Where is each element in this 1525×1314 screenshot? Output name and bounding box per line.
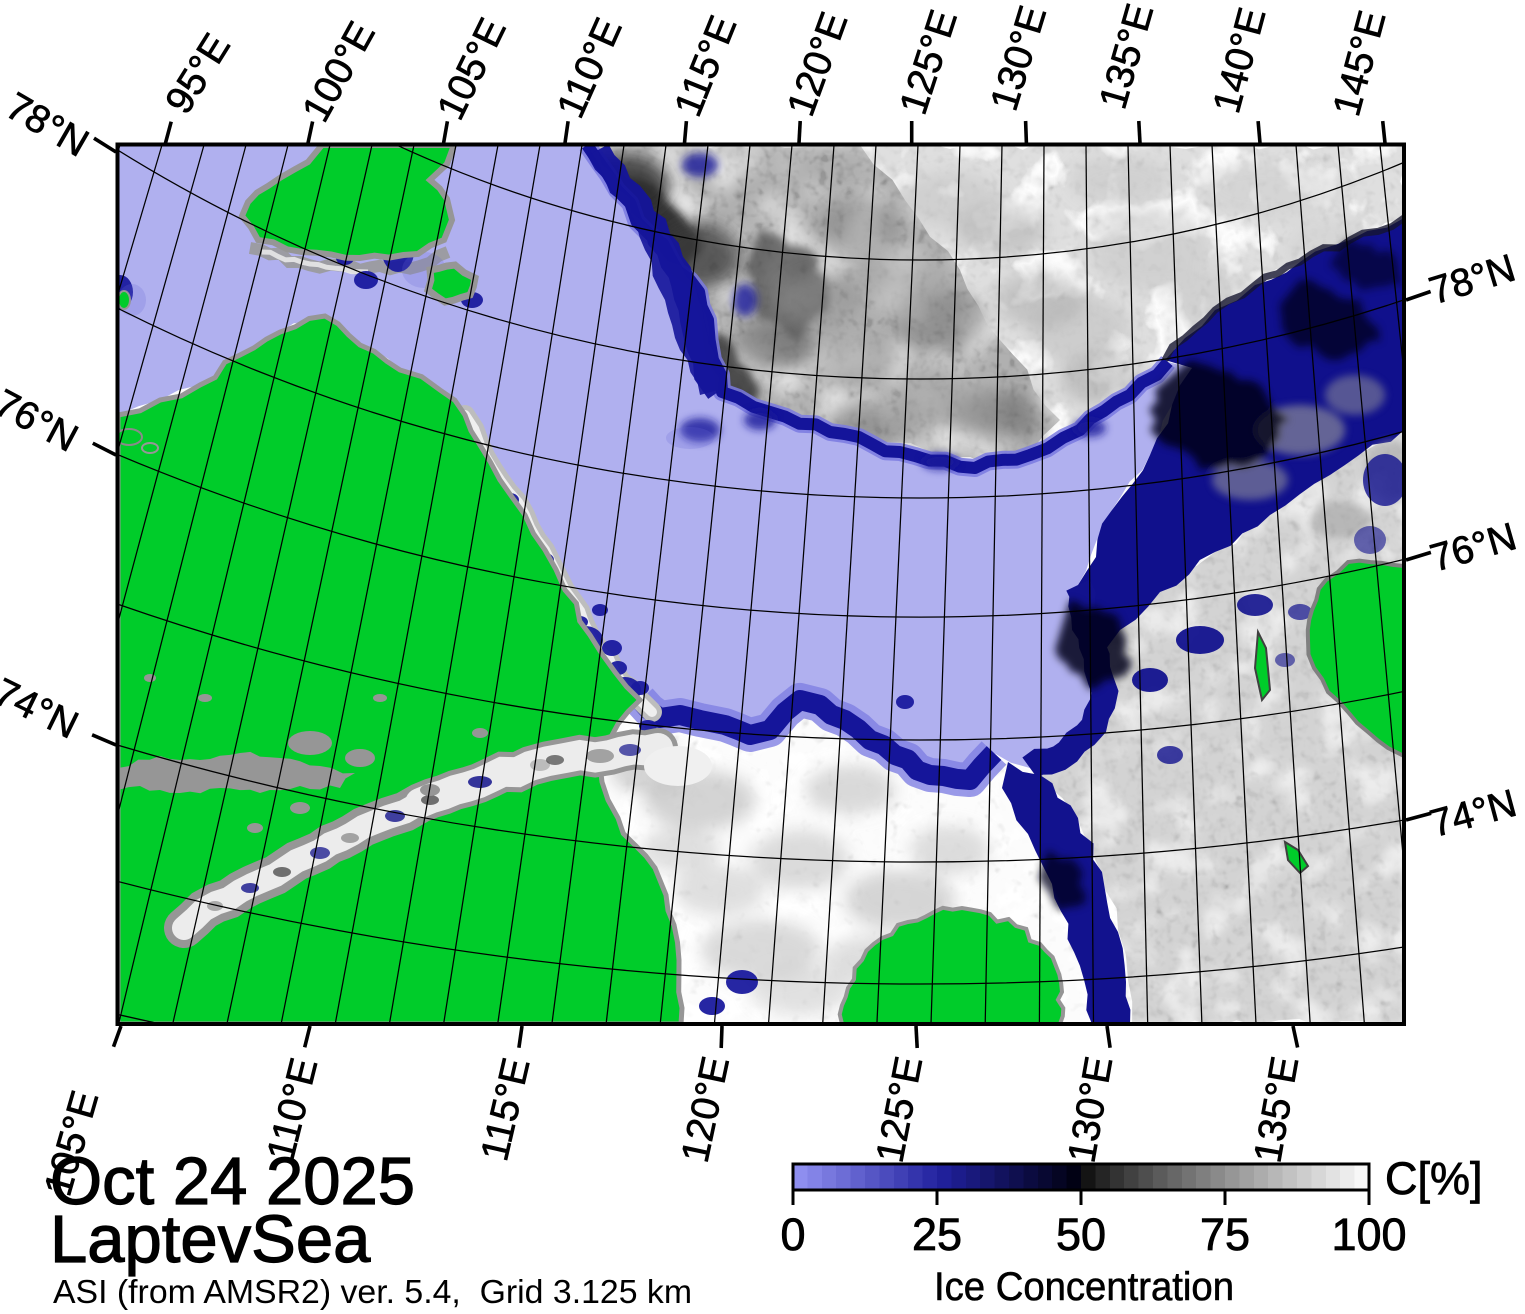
svg-text:100: 100	[1331, 1209, 1406, 1260]
svg-text:Oct 24 2025: Oct 24 2025	[50, 1144, 415, 1219]
svg-text:50: 50	[1056, 1209, 1106, 1260]
svg-text:C[%]: C[%]	[1385, 1153, 1483, 1204]
svg-text:75: 75	[1200, 1209, 1250, 1260]
svg-text:LaptevSea: LaptevSea	[50, 1202, 371, 1277]
svg-text:25: 25	[912, 1209, 962, 1260]
svg-text:Ice Concentration: Ice Concentration	[934, 1265, 1234, 1309]
svg-text:ASI (from AMSR2) ver. 5.4, Gr: ASI (from AMSR2) ver. 5.4, Grid 3.125 km	[53, 1273, 692, 1310]
svg-text:0: 0	[780, 1209, 805, 1260]
